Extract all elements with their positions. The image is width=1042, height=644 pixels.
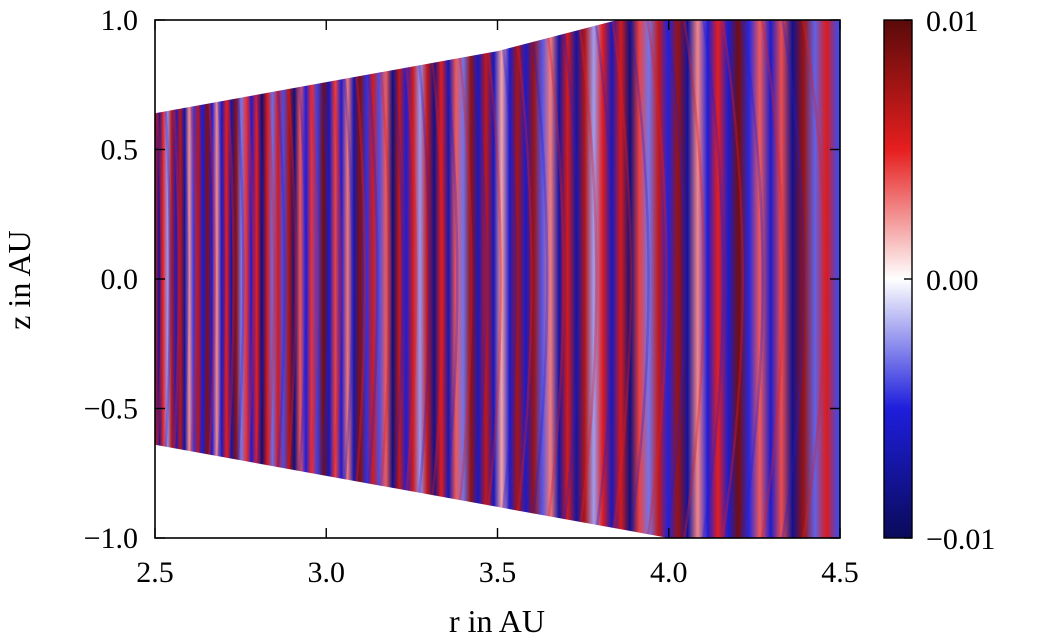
colorbar-tick-label: −0.01: [926, 523, 995, 556]
colorbar-tick-label: 0.00: [926, 264, 979, 297]
colorbar-ticks: 0.01 0.00 −0.01: [904, 5, 995, 556]
wave-crest: [513, 20, 533, 538]
wave-crest: [594, 20, 615, 538]
y-tick-label: 0.0: [101, 263, 139, 296]
x-axis-label: r in AU: [449, 603, 545, 639]
wave-crest: [271, 20, 286, 538]
wave-crest: [281, 20, 297, 538]
y-tick-label: −0.5: [84, 393, 138, 426]
wave-crest: [544, 20, 565, 538]
y-axis: 1.0 0.5 0.0 −0.5 −1.0: [84, 4, 840, 555]
x-tick-label: 4.5: [821, 556, 859, 589]
wave-crest: [560, 20, 581, 538]
wave-crest: [701, 20, 725, 538]
wave-crest: [664, 20, 687, 538]
perturbation-field: [155, 20, 840, 538]
wave-crest: [646, 20, 668, 538]
y-tick-label: −1.0: [84, 522, 138, 555]
wave-crest: [292, 20, 308, 538]
wave-crest: [349, 20, 367, 538]
x-tick-label: 3.5: [479, 556, 517, 589]
plot-area: [155, 20, 840, 538]
x-tick-label: 2.5: [136, 556, 174, 589]
wave-crest: [338, 20, 354, 538]
wave-crest: [314, 20, 331, 538]
wave-crest: [721, 20, 744, 538]
wave-crest: [483, 20, 503, 538]
wave-crest: [529, 20, 549, 538]
wave-crest: [303, 20, 319, 538]
x-tick-label: 4.0: [650, 556, 688, 589]
wave-crest: [781, 20, 806, 538]
wave-crest: [740, 20, 764, 538]
wave-crest: [326, 20, 343, 538]
wave-crest: [374, 20, 392, 538]
x-axis: 2.5 3.0 3.5 4.0 4.5: [136, 20, 859, 589]
y-tick-label: 1.0: [101, 4, 139, 37]
wave-crest: [454, 20, 473, 538]
colorbar-tick-label: 0.01: [926, 5, 979, 38]
wave-crest: [628, 20, 650, 538]
wave-crest: [362, 20, 379, 538]
y-tick-label: 0.5: [101, 134, 139, 167]
wave-crest: [683, 20, 706, 538]
y-axis-label: z in AU: [1, 230, 37, 330]
x-tick-label: 3.0: [308, 556, 346, 589]
wave-crest: [498, 20, 518, 538]
wave-crest: [468, 20, 488, 538]
wave-crest: [426, 20, 445, 538]
wave-crest: [802, 20, 827, 538]
wave-crest: [611, 20, 633, 538]
wave-crest: [387, 20, 405, 538]
wave-crest: [760, 20, 785, 538]
wave-crest: [577, 20, 598, 538]
wave-crest: [440, 20, 459, 538]
wave-crest: [400, 20, 418, 538]
wave-crest: [413, 20, 431, 538]
